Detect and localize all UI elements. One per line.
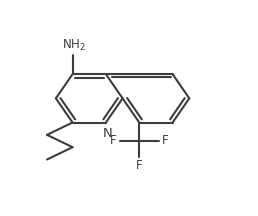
Text: F: F [136,159,143,172]
Text: NH$_2$: NH$_2$ [62,38,86,53]
Text: N: N [102,127,112,140]
Text: F: F [110,134,117,147]
Text: F: F [162,134,168,147]
